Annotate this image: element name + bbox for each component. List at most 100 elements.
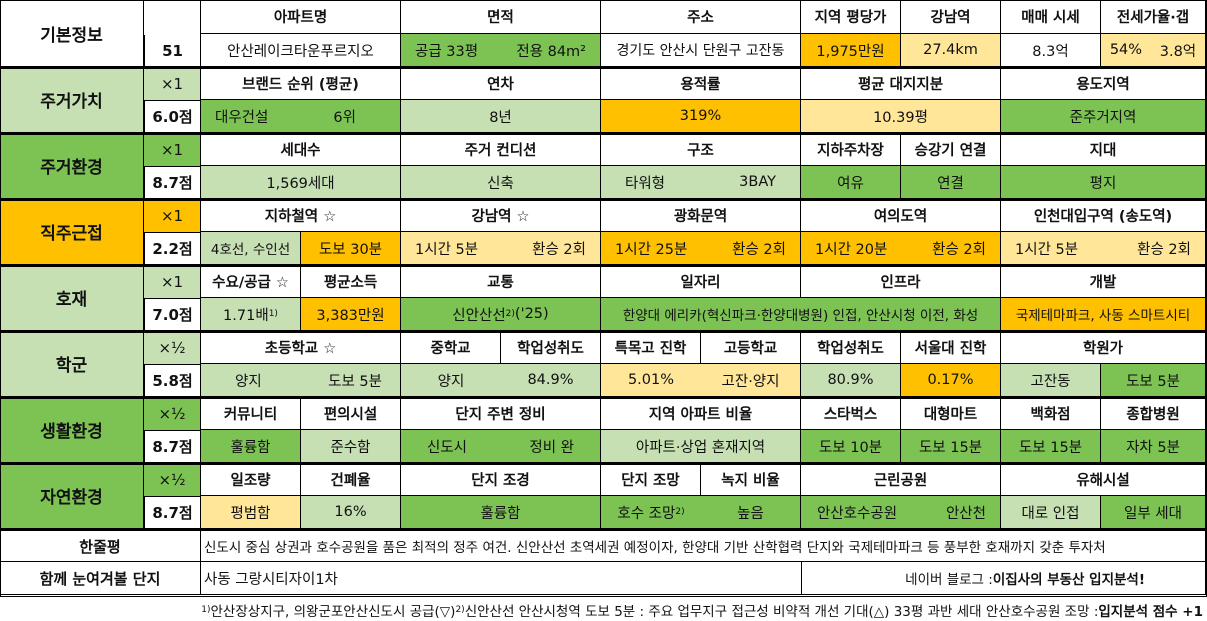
view: 호수 조망 2) <box>601 496 701 529</box>
multiplier: ×1 <box>144 67 201 100</box>
header-condition: 주거 컨디션 <box>401 133 601 166</box>
jobs-infra: 한양대 에리카(혁신파크·한양대병원) 인접, 안산시청 이전, 화성 <box>601 298 1001 331</box>
subway-lines: 4호선, 수인선 <box>201 232 301 265</box>
terrain: 평지 <box>1001 166 1206 199</box>
traffic-line: 신안산선 <box>452 307 506 324</box>
header-zoning: 용도지역 <box>1001 67 1206 100</box>
header-special-high: 특목고 진학 <box>601 331 701 364</box>
header-terrain: 지대 <box>1001 133 1206 166</box>
footnote-bonus: 입지분석 점수 +1 <box>1098 604 1203 620</box>
apartment-ratio: 아파트·상업 혼재지역 <box>601 430 801 463</box>
header-convenience: 편의시설 <box>301 397 401 430</box>
divider <box>0 198 1206 201</box>
header-incheon: 인천대입구역 (송도역) <box>1001 199 1206 232</box>
header-sunlight: 일조량 <box>201 463 301 496</box>
header-high: 고등학교 <box>701 331 801 364</box>
section-label-housing-env: 주거환경 <box>0 133 144 199</box>
multiplier: ×½ <box>144 463 201 496</box>
section-score: 7.0점 <box>144 298 201 331</box>
header-gangnam-station: 강남역 ☆ <box>401 199 601 232</box>
view-text: 호수 조망 <box>617 505 676 522</box>
jeonse-rate: 54% <box>1109 42 1143 58</box>
divider <box>0 132 1206 135</box>
footnote-text-1: 안산장상지구, 의왕군포안산신도시 공급(▽) <box>210 604 456 620</box>
gangnam-transfers: 환승 2회 <box>532 241 586 258</box>
average-income: 3,383만원 <box>301 298 401 331</box>
multiplier: ×1 <box>144 133 201 166</box>
header-parking: 지하주차장 <box>801 133 901 166</box>
coverage: 16% <box>301 496 401 529</box>
divider <box>0 66 1206 69</box>
entry-number: 51 <box>144 34 201 67</box>
brand-rank: 6위 <box>333 109 356 126</box>
header-dev: 개발 <box>1001 265 1206 298</box>
section-score: 8.7점 <box>144 496 201 529</box>
summary-text: 신도시 중심 상권과 호수공원을 품은 최적의 정주 여건. 신안산선 초역세권… <box>201 531 1206 562</box>
mart: 도보 15분 <box>901 430 1001 463</box>
incheon-time: 1시간 5분 <box>1015 241 1079 258</box>
condition: 신축 <box>401 166 601 199</box>
gangnam-commute: 1시간 5분 환승 2회 <box>401 232 601 265</box>
section-score: 5.8점 <box>144 364 201 397</box>
header-snu: 서울대 진학 <box>901 331 1001 364</box>
section-label-housing-value: 주거가치 <box>0 67 144 133</box>
academy-walk: 도보 5분 <box>1101 364 1206 397</box>
area-exclusive: 전용 84m² <box>516 43 586 60</box>
multiplier: ×1 <box>144 199 201 232</box>
snu-rate: 0.17% <box>901 364 1001 397</box>
header-green-ratio: 녹지 비율 <box>701 463 801 496</box>
area-value: 공급 33평 전용 84m² <box>401 34 601 67</box>
gwanghwamun-transfers: 환승 2회 <box>732 241 786 258</box>
gwanghwamun-commute: 1시간 25분 환승 2회 <box>601 232 801 265</box>
header-structure: 구조 <box>601 133 801 166</box>
header-hazard: 유해시설 <box>1001 463 1206 496</box>
section-label-development: 호재 <box>0 265 144 331</box>
header-brand-rank: 브랜드 순위 (평균) <box>201 67 401 100</box>
green-ratio: 높음 <box>701 496 801 529</box>
park-stream: 안산천 <box>945 505 986 522</box>
sale-price: 8.3억 <box>1001 34 1101 67</box>
section-score: 2.2점 <box>144 232 201 265</box>
header-coverage: 건폐율 <box>301 463 401 496</box>
community: 훌륭함 <box>201 430 301 463</box>
header-floor-area-ratio: 용적률 <box>601 67 801 100</box>
header-mart: 대형마트 <box>901 397 1001 430</box>
tower-type: 타워형 <box>625 175 666 192</box>
yeouido-transfers: 환승 2회 <box>932 241 986 258</box>
header-park: 근린공원 <box>801 463 1001 496</box>
households: 1,569세대 <box>201 166 401 199</box>
park-value: 안산호수공원 안산천 <box>801 496 1001 529</box>
region-price: 1,975만원 <box>801 34 901 67</box>
subway-walk: 도보 30분 <box>301 232 401 265</box>
parking: 여유 <box>801 166 901 199</box>
section-score: 8.7점 <box>144 166 201 199</box>
header-subway: 지하철역 ☆ <box>201 199 401 232</box>
building-age: 8년 <box>401 100 601 133</box>
area-supply: 공급 33평 <box>415 43 479 60</box>
hospital: 자차 5분 <box>1101 430 1206 463</box>
divider <box>0 462 1206 465</box>
jeonse-value: 54% 3.8억 <box>1101 34 1206 67</box>
elementary-value: 양지 도보 5분 <box>201 364 401 397</box>
header-middle: 중학교 <box>401 331 501 364</box>
middle-school: 양지 <box>401 364 501 397</box>
header-address: 주소 <box>601 0 801 34</box>
hazard-units: 일부 세대 <box>1101 496 1206 529</box>
together-apt: 사동 그랑시티자이1차 <box>201 562 802 595</box>
header-elementary: 초등학교 ☆ <box>201 331 401 364</box>
elementary-walk: 도보 5분 <box>328 373 382 390</box>
convenience: 준수함 <box>301 430 401 463</box>
brand-rank-value: 대우건설 6위 <box>201 100 401 133</box>
header-apartment-ratio: 지역 아파트 비율 <box>601 397 801 430</box>
address: 경기도 안산시 단원구 고잔동 <box>601 34 801 67</box>
header-elevator: 승강기 연결 <box>901 133 1001 166</box>
section-score: 8.7점 <box>144 430 201 463</box>
header-community: 커뮤니티 <box>201 397 301 430</box>
together-label: 함께 눈여겨볼 단지 <box>0 562 201 595</box>
jeonse-gap: 3.8억 <box>1159 43 1197 60</box>
divider <box>0 528 1206 531</box>
traffic-year: ('25) <box>514 306 549 322</box>
multiplier: ×1 <box>144 265 201 298</box>
yeouido-commute: 1시간 20분 환승 2회 <box>801 232 1001 265</box>
